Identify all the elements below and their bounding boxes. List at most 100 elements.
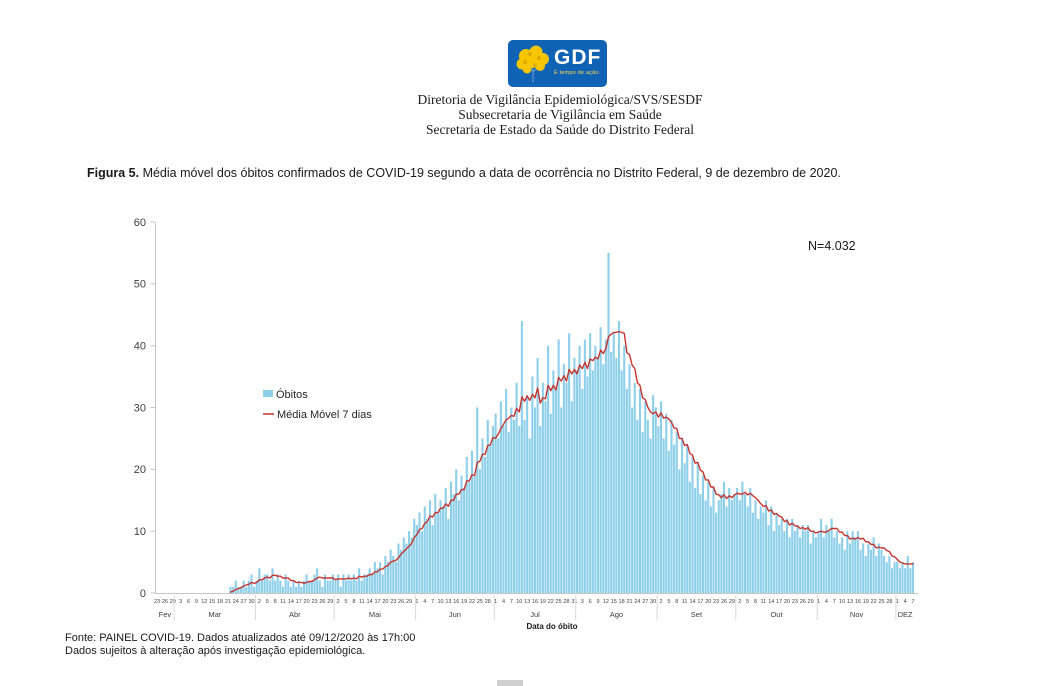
svg-text:6: 6	[589, 599, 592, 605]
svg-text:26: 26	[721, 599, 727, 605]
svg-text:17: 17	[374, 599, 380, 605]
svg-text:7: 7	[510, 599, 513, 605]
svg-text:5: 5	[667, 599, 670, 605]
svg-text:20: 20	[784, 599, 790, 605]
svg-text:14: 14	[768, 599, 774, 605]
svg-text:Jun: Jun	[449, 610, 461, 619]
svg-text:17: 17	[697, 599, 703, 605]
source-line-1: Fonte: PAINEL COVID-19. Dados atualizado…	[65, 632, 416, 644]
svg-text:16: 16	[532, 599, 538, 605]
svg-text:6: 6	[187, 599, 190, 605]
svg-text:20: 20	[304, 599, 310, 605]
svg-text:19: 19	[863, 599, 869, 605]
svg-text:12: 12	[201, 599, 207, 605]
svg-text:25: 25	[878, 599, 884, 605]
svg-text:7: 7	[431, 599, 434, 605]
svg-text:13: 13	[445, 599, 451, 605]
svg-text:11: 11	[761, 599, 767, 605]
svg-text:60: 60	[134, 217, 146, 229]
figure-caption-text: Média móvel dos óbitos confirmados de CO…	[139, 166, 841, 180]
svg-text:20: 20	[134, 464, 146, 476]
svg-text:8: 8	[352, 599, 355, 605]
svg-text:15: 15	[209, 599, 215, 605]
svg-text:1: 1	[415, 599, 418, 605]
svg-text:30: 30	[134, 402, 146, 414]
figure-caption: Figura 5. Média móvel dos óbitos confirm…	[87, 166, 987, 180]
org-line-2: Subsecretaria de Vigilância em Saúde	[458, 107, 662, 122]
svg-text:14: 14	[367, 599, 373, 605]
svg-text:8: 8	[754, 599, 757, 605]
svg-text:2: 2	[659, 599, 662, 605]
svg-text:Mar: Mar	[208, 610, 221, 619]
svg-text:19: 19	[461, 599, 467, 605]
svg-text:18: 18	[619, 599, 625, 605]
org-line-3: Secretaria de Estado da Saúde do Distrit…	[425, 122, 695, 137]
svg-text:22: 22	[871, 599, 877, 605]
svg-text:0: 0	[140, 588, 146, 600]
svg-text:22: 22	[469, 599, 475, 605]
svg-text:21: 21	[626, 599, 632, 605]
svg-text:13: 13	[847, 599, 853, 605]
svg-text:23: 23	[792, 599, 798, 605]
svg-text:23: 23	[154, 599, 160, 605]
svg-text:3: 3	[581, 599, 584, 605]
svg-text:29: 29	[327, 599, 333, 605]
svg-text:5: 5	[344, 599, 347, 605]
svg-text:27: 27	[241, 599, 247, 605]
x-axis-title: Data do óbito	[526, 622, 577, 631]
ipe-tree-icon	[516, 45, 549, 82]
svg-text:27: 27	[642, 599, 648, 605]
svg-text:14: 14	[288, 599, 294, 605]
svg-text:23: 23	[390, 599, 396, 605]
svg-text:16: 16	[855, 599, 861, 605]
svg-text:4: 4	[825, 599, 828, 605]
svg-text:Mai: Mai	[369, 610, 381, 619]
svg-text:1: 1	[896, 599, 899, 605]
next-page-edge	[497, 680, 523, 686]
x-axis-month-labels: Fev Mar Abr Mai Jun Jul Ago Set Out Nov DEZ	[159, 595, 913, 620]
svg-text:31: 31	[571, 599, 577, 605]
obitos-legend-label: Óbitos	[276, 388, 308, 401]
svg-text:Jul: Jul	[530, 610, 540, 619]
svg-text:10: 10	[839, 599, 845, 605]
svg-text:28: 28	[886, 599, 892, 605]
svg-text:26: 26	[398, 599, 404, 605]
svg-text:26: 26	[319, 599, 325, 605]
org-header: Diretoria de Vigilância Epidemiológica/S…	[160, 92, 960, 137]
svg-text:Set: Set	[691, 610, 703, 619]
svg-text:8: 8	[675, 599, 678, 605]
svg-text:24: 24	[634, 599, 640, 605]
n-total-annotation: N=4.032	[808, 239, 856, 253]
svg-text:9: 9	[195, 599, 198, 605]
svg-text:14: 14	[689, 599, 695, 605]
svg-text:4: 4	[502, 599, 505, 605]
svg-text:2: 2	[258, 599, 261, 605]
svg-text:22: 22	[548, 599, 554, 605]
svg-text:19: 19	[540, 599, 546, 605]
svg-text:10: 10	[437, 599, 443, 605]
svg-text:30: 30	[248, 599, 254, 605]
svg-text:12: 12	[603, 599, 609, 605]
svg-text:4: 4	[423, 599, 426, 605]
gdf-logo: GDF É tempo de ação.	[508, 40, 607, 87]
svg-text:16: 16	[453, 599, 459, 605]
svg-text:10: 10	[134, 526, 146, 538]
svg-text:29: 29	[406, 599, 412, 605]
svg-text:13: 13	[524, 599, 530, 605]
svg-text:8: 8	[274, 599, 277, 605]
svg-text:40: 40	[134, 341, 146, 353]
svg-text:17: 17	[776, 599, 782, 605]
svg-text:5: 5	[746, 599, 749, 605]
svg-text:1: 1	[494, 599, 497, 605]
svg-text:21: 21	[225, 599, 231, 605]
svg-text:15: 15	[611, 599, 617, 605]
svg-text:3: 3	[179, 599, 182, 605]
svg-text:20: 20	[705, 599, 711, 605]
svg-text:29: 29	[808, 599, 814, 605]
svg-text:Ago: Ago	[610, 610, 623, 619]
svg-text:Nov: Nov	[850, 610, 864, 619]
svg-text:7: 7	[911, 599, 914, 605]
svg-text:30: 30	[650, 599, 656, 605]
svg-text:11: 11	[280, 599, 286, 605]
